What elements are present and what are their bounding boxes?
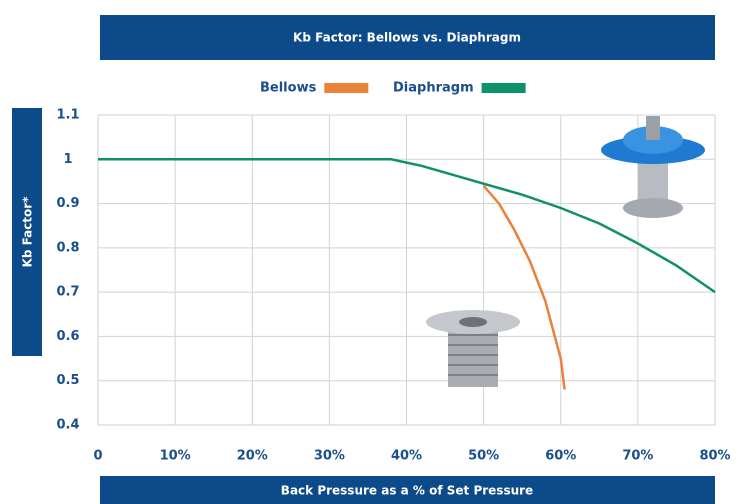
y-tick-label: 0.4 (56, 418, 79, 433)
series-line (482, 185, 566, 390)
x-tick-label: 80% (699, 449, 730, 464)
x-tick-label: 10% (160, 449, 191, 464)
y-tick-label: 1 (63, 152, 72, 167)
chart-title: Kb Factor: Bellows vs. Diaphragm (293, 31, 521, 45)
legend-swatch (324, 83, 369, 93)
y-tick-label: 0.5 (56, 373, 79, 388)
legend-label: Bellows (260, 81, 317, 96)
y-tick-label: 0.8 (56, 240, 79, 255)
title-banner (100, 15, 715, 60)
y-tick-label: 1.1 (56, 108, 79, 123)
x-tick-label: 40% (391, 449, 422, 464)
legend-swatch (481, 83, 526, 93)
y-axis-label: Kb Factor* (21, 196, 35, 268)
x-tick-label: 50% (468, 449, 499, 464)
x-tick-label: 0 (93, 449, 102, 464)
series-line (98, 158, 716, 294)
y-label-banner (12, 108, 42, 356)
diaphragm-image (601, 116, 705, 218)
x-tick-label: 20% (237, 449, 268, 464)
x-axis-label: Back Pressure as a % of Set Pressure (281, 484, 533, 498)
y-tick-label: 0.7 (56, 285, 79, 300)
x-label-banner (100, 476, 715, 504)
legend-label: Diaphragm (393, 81, 474, 96)
bellows-image (426, 310, 520, 387)
y-tick-label: 0.6 (56, 329, 79, 344)
x-tick-label: 60% (545, 449, 576, 464)
x-tick-label: 30% (314, 449, 345, 464)
y-tick-label: 0.9 (56, 196, 79, 211)
x-tick-label: 70% (622, 449, 653, 464)
